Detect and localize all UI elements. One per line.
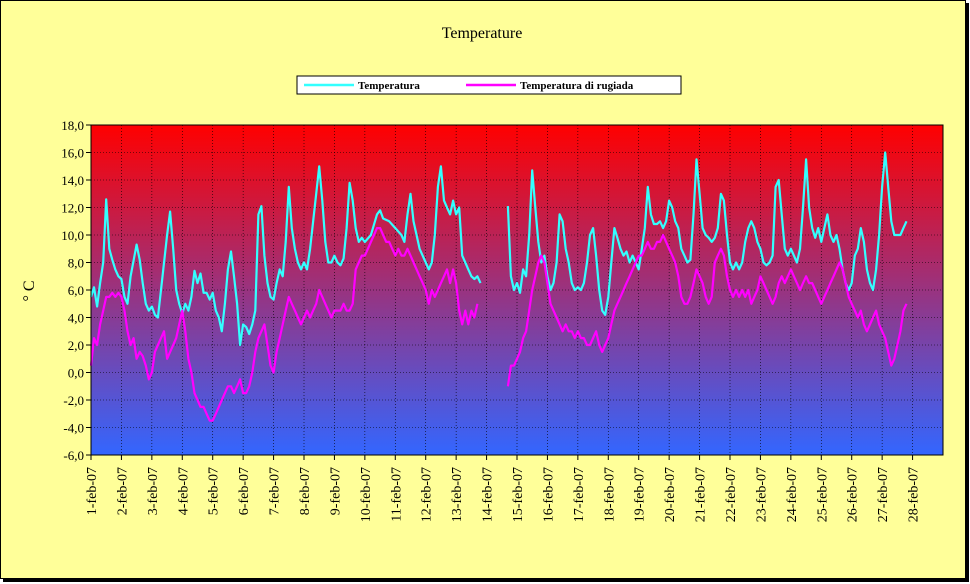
- x-tick-label: 14-feb-07: [481, 467, 496, 522]
- x-tick-label: 13-feb-07: [450, 467, 465, 522]
- x-axis: 1-feb-07 2-feb-07 3-feb-07 4-feb-07 5-feb-07…: [85, 454, 943, 522]
- x-tick-label: 21-feb-07: [694, 467, 709, 522]
- y-axis-label: ° C: [21, 280, 38, 301]
- plot-area: [89, 124, 944, 456]
- y-tick-label: 0,0: [68, 366, 84, 381]
- legend: Temperatura Temperatura di rugiada: [296, 75, 682, 95]
- x-tick-label: 12-feb-07: [420, 467, 435, 522]
- y-tick-label: 6,0: [68, 283, 84, 298]
- y-tick-label: 8,0: [68, 256, 84, 271]
- series-line-temperatura: [506, 151, 908, 316]
- y-tick-label: 2,0: [68, 338, 84, 353]
- x-tick-label: 23-feb-07: [754, 467, 769, 522]
- y-tick-label: 12,0: [61, 201, 84, 216]
- x-tick-label: 10-feb-07: [359, 467, 374, 522]
- y-tick-label: 18,0: [61, 118, 84, 133]
- series-lines: [89, 151, 908, 422]
- x-tick-label: 5-feb-07: [207, 467, 222, 515]
- x-tick-label: 22-feb-07: [724, 467, 739, 522]
- x-tick-label: 25-feb-07: [815, 467, 830, 522]
- series-line-temperatura-di-rugiada: [506, 233, 908, 387]
- x-tick-label: 17-feb-07: [572, 467, 587, 522]
- y-tick-label: 10,0: [61, 228, 84, 243]
- x-tick-label: 6-feb-07: [237, 467, 252, 515]
- x-tick-label: 3-feb-07: [146, 467, 161, 515]
- legend-label-temperatura-di-rugiada: Temperatura di rugiada: [520, 80, 634, 92]
- x-tick-label: 15-feb-07: [511, 467, 526, 522]
- x-tick-label: 27-feb-07: [876, 467, 891, 522]
- x-tick-label: 11-feb-07: [389, 467, 404, 522]
- x-tick-label: 7-feb-07: [268, 467, 283, 515]
- x-tick-label: 26-feb-07: [846, 467, 861, 522]
- y-tick-label: 16,0: [61, 146, 84, 161]
- chart-title: Temperature: [442, 25, 523, 42]
- x-tick-label: 8-feb-07: [298, 467, 313, 515]
- x-tick-label: 4-feb-07: [176, 467, 191, 515]
- legend-label-temperatura: Temperatura: [358, 80, 420, 92]
- y-tick-label: -6,0: [63, 448, 84, 463]
- x-tick-label: 28-feb-07: [907, 467, 922, 522]
- series-line-temperatura-di-rugiada: [89, 227, 479, 422]
- y-tick-label: 14,0: [61, 173, 84, 188]
- y-tick-label: 4,0: [68, 311, 84, 326]
- x-tick-label: 18-feb-07: [602, 467, 617, 522]
- series-line-temperatura: [89, 165, 482, 347]
- x-tick-label: 20-feb-07: [663, 467, 678, 522]
- y-tick-label: -2,0: [63, 393, 84, 408]
- x-tick-label: 16-feb-07: [541, 467, 556, 522]
- x-tick-label: 24-feb-07: [785, 467, 800, 522]
- x-tick-label: 2-feb-07: [115, 467, 130, 515]
- x-tick-label: 1-feb-07: [85, 467, 100, 515]
- y-tick-label: -4,0: [63, 421, 84, 436]
- x-tick-label: 9-feb-07: [328, 467, 343, 515]
- x-tick-label: 19-feb-07: [633, 467, 648, 522]
- y-axis: 18,0 16,0 14,0 12,0 10,0 8,0 6,0 4,0 2,0 0,0 -2,0 -…: [61, 118, 91, 463]
